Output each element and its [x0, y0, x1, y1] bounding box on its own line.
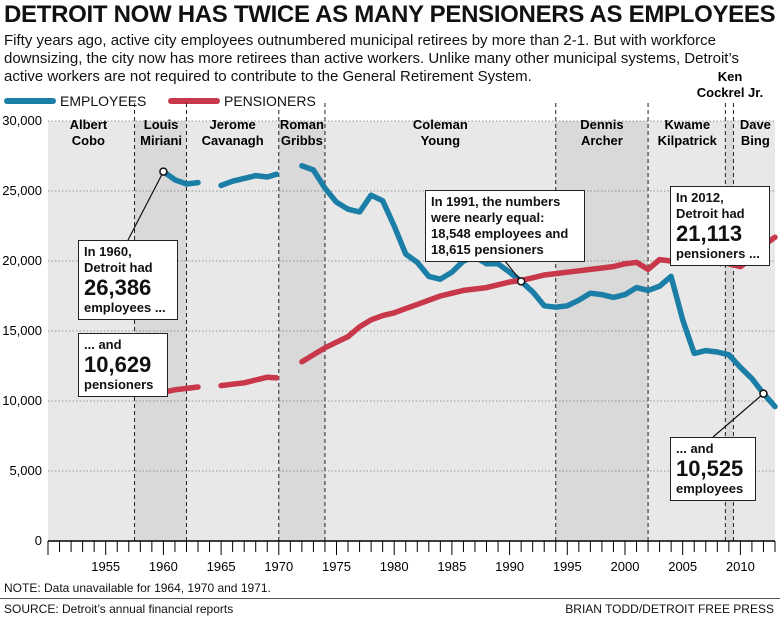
mayor-label: Dave — [740, 117, 771, 132]
mayor-label: Gribbs — [281, 133, 323, 148]
footer-divider — [0, 598, 780, 599]
mayor-label: Coleman — [413, 117, 468, 132]
callout-text: In 1991, the numbers — [431, 194, 561, 209]
callout-text: ... and — [84, 337, 122, 352]
x-tick-label: 1960 — [149, 559, 178, 574]
data-point-marker — [759, 389, 768, 398]
mayor-label: Dennis — [580, 117, 623, 132]
x-tick-label: 1990 — [495, 559, 524, 574]
callout-text: pensioners ... — [676, 246, 760, 261]
legend-employees: EMPLOYEES — [4, 93, 146, 109]
callout-text: 18,548 employees and — [431, 226, 569, 241]
mayor-band — [186, 121, 279, 541]
callout-2012-employees: ... and 10,525 employees — [670, 437, 756, 501]
callout-text: employees — [676, 481, 744, 496]
mayor-label: Miriani — [140, 133, 182, 148]
callout-value: 10,629 — [84, 352, 152, 377]
callout-value: 21,113 — [676, 221, 743, 246]
y-tick-label: 30,000 — [2, 113, 42, 128]
mayor-label: Ken — [718, 69, 743, 84]
x-tick-label: 1955 — [91, 559, 120, 574]
x-tick-label: 2000 — [611, 559, 640, 574]
callout-text: 18,615 pensioners — [431, 242, 544, 257]
x-tick-label: 1975 — [322, 559, 351, 574]
employees-line — [160, 168, 201, 187]
x-tick-label: 2010 — [726, 559, 755, 574]
leader-line — [504, 260, 522, 282]
mayor-label: Cobo — [72, 133, 105, 148]
callout-text: In 1960, — [84, 244, 132, 259]
y-tick-label: 20,000 — [2, 253, 42, 268]
y-tick-label: 0 — [35, 533, 42, 548]
legend-swatch-pensioners — [168, 98, 220, 104]
leader-line — [712, 393, 764, 438]
callout-1960-pensioners: ... and 10,629 pensioners — [78, 333, 168, 397]
callout-text: ... and — [676, 441, 714, 456]
callout-text: employees ... — [84, 300, 166, 315]
x-tick-label: 1985 — [437, 559, 466, 574]
chart-title: DETROIT NOW HAS TWICE AS MANY PENSIONERS… — [4, 1, 776, 28]
legend-label-pensioners: PENSIONERS — [224, 93, 316, 109]
callout-text: In 2012, — [676, 190, 724, 205]
mayor-label: Archer — [581, 133, 623, 148]
callout-value: 26,386 — [84, 275, 152, 300]
data-point-marker — [516, 277, 526, 286]
mayor-label: Kilpatrick — [658, 133, 718, 148]
y-tick-label: 25,000 — [2, 183, 42, 198]
callout-value: 10,525 — [676, 456, 744, 481]
employees-line — [299, 163, 778, 410]
mayor-label: Albert — [70, 117, 108, 132]
callout-text: pensioners — [84, 377, 154, 392]
callout-text: Detroit had — [84, 260, 153, 275]
mayor-label: Kwame — [665, 117, 711, 132]
x-tick-label: 1980 — [380, 559, 409, 574]
mayor-band — [725, 121, 734, 541]
mayor-label: Young — [421, 133, 461, 148]
mayor-label: Louis — [144, 117, 179, 132]
mayor-label: Roman — [280, 117, 324, 132]
chart-subtitle: Fifty years ago, active city employees o… — [4, 32, 740, 85]
mayor-label: Cockrel Jr. — [697, 85, 764, 100]
mayor-label: Cavanagh — [202, 133, 264, 148]
callout-text: were nearly equal: — [431, 210, 545, 225]
y-tick-label: 15,000 — [2, 323, 42, 338]
leader-line — [127, 171, 164, 241]
y-tick-label: 10,000 — [2, 393, 42, 408]
x-tick-label: 1970 — [264, 559, 293, 574]
legend-swatch-employees — [4, 98, 56, 104]
chart-note: NOTE: Data unavailable for 1964, 1970 an… — [4, 581, 271, 595]
legend-pensioners: PENSIONERS — [168, 93, 316, 109]
callout-1991: In 1991, the numbers were nearly equal: … — [425, 190, 585, 262]
x-tick-label: 2005 — [668, 559, 697, 574]
pensioners-line — [160, 384, 201, 395]
employees-line — [218, 171, 280, 189]
mayor-label: Bing — [741, 133, 770, 148]
chart-credit: BRIAN TODD/DETROIT FREE PRESS — [565, 602, 774, 616]
axes: 1955 1960 1965 1970 1975 1980 1985 1990 1995 2000… — [2, 113, 776, 574]
mayor-label: Jerome — [210, 117, 256, 132]
pensioners-line — [218, 374, 280, 389]
x-tick-label: 1965 — [207, 559, 236, 574]
x-tick-label: 1995 — [553, 559, 582, 574]
callout-2012-pensioners: In 2012, Detroit had 21,113 pensioners .… — [670, 186, 770, 266]
callout-text: Detroit had — [676, 206, 745, 221]
legend-label-employees: EMPLOYEES — [60, 93, 147, 109]
chart-source: SOURCE: Detroit’s annual financial repor… — [4, 602, 234, 616]
callout-1960-employees: In 1960, Detroit had 26,386 employees ..… — [78, 240, 178, 320]
data-point-marker — [159, 167, 168, 176]
y-tick-label: 5,000 — [9, 463, 42, 478]
